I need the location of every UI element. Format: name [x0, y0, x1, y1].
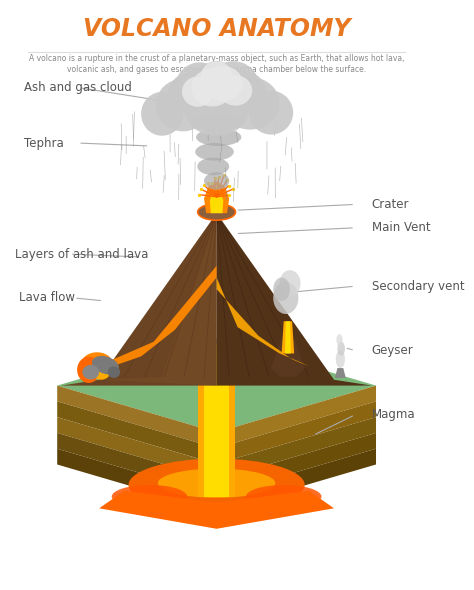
- Ellipse shape: [179, 64, 255, 129]
- Text: Magma: Magma: [372, 408, 415, 421]
- Polygon shape: [198, 345, 236, 497]
- Polygon shape: [57, 433, 217, 496]
- Text: Crater: Crater: [372, 198, 410, 211]
- Text: Main Vent: Main Vent: [372, 221, 430, 234]
- Ellipse shape: [185, 86, 248, 136]
- Polygon shape: [217, 277, 309, 366]
- Polygon shape: [285, 322, 291, 353]
- Polygon shape: [57, 386, 217, 448]
- Polygon shape: [57, 449, 217, 512]
- Polygon shape: [217, 401, 376, 464]
- Polygon shape: [210, 185, 223, 213]
- Polygon shape: [57, 417, 217, 480]
- Polygon shape: [99, 491, 334, 529]
- Ellipse shape: [82, 352, 113, 376]
- Ellipse shape: [246, 485, 321, 509]
- Ellipse shape: [112, 485, 187, 509]
- Ellipse shape: [204, 172, 229, 190]
- Ellipse shape: [92, 356, 119, 375]
- Ellipse shape: [337, 334, 343, 346]
- Ellipse shape: [208, 61, 258, 108]
- Ellipse shape: [158, 468, 275, 498]
- Text: Layers of ash and lava: Layers of ash and lava: [15, 248, 149, 261]
- Polygon shape: [57, 339, 376, 432]
- Text: Secondary vent: Secondary vent: [372, 280, 465, 293]
- Ellipse shape: [337, 342, 345, 356]
- Ellipse shape: [273, 277, 290, 301]
- Polygon shape: [282, 322, 294, 353]
- Ellipse shape: [77, 357, 100, 383]
- Ellipse shape: [156, 78, 210, 132]
- Polygon shape: [271, 322, 305, 377]
- Ellipse shape: [191, 114, 243, 132]
- Ellipse shape: [221, 77, 280, 130]
- Ellipse shape: [128, 458, 305, 512]
- Text: A volcano is a rupture in the crust of a planetary-mass object, such as Earth, t: A volcano is a rupture in the crust of a…: [29, 54, 404, 74]
- Ellipse shape: [82, 365, 99, 379]
- Polygon shape: [99, 213, 217, 386]
- Polygon shape: [217, 449, 376, 512]
- Ellipse shape: [336, 350, 345, 368]
- Ellipse shape: [222, 71, 266, 113]
- Ellipse shape: [203, 66, 243, 101]
- Ellipse shape: [249, 91, 293, 135]
- Polygon shape: [204, 181, 229, 213]
- Polygon shape: [335, 368, 346, 378]
- Text: Tephra: Tephra: [24, 136, 64, 149]
- Polygon shape: [57, 401, 217, 464]
- Ellipse shape: [195, 143, 234, 160]
- Text: Lava flow: Lava flow: [19, 291, 75, 304]
- Ellipse shape: [280, 270, 301, 296]
- Polygon shape: [204, 345, 229, 497]
- Ellipse shape: [198, 61, 236, 99]
- Ellipse shape: [108, 366, 120, 378]
- Polygon shape: [217, 213, 372, 386]
- Polygon shape: [217, 433, 376, 496]
- Ellipse shape: [168, 73, 210, 114]
- Text: VOLCANO ANATOMY: VOLCANO ANATOMY: [83, 17, 350, 41]
- Text: Geyser: Geyser: [372, 344, 414, 357]
- Ellipse shape: [141, 92, 183, 136]
- Polygon shape: [217, 417, 376, 480]
- Ellipse shape: [197, 158, 229, 175]
- Ellipse shape: [201, 61, 232, 90]
- Ellipse shape: [182, 77, 213, 107]
- Ellipse shape: [176, 63, 224, 109]
- Ellipse shape: [219, 76, 252, 106]
- Ellipse shape: [196, 129, 241, 146]
- Text: Ash and gas cloud: Ash and gas cloud: [24, 81, 131, 94]
- Polygon shape: [217, 386, 376, 448]
- Ellipse shape: [198, 204, 236, 220]
- Polygon shape: [91, 266, 217, 371]
- Polygon shape: [62, 213, 217, 386]
- Ellipse shape: [191, 68, 233, 107]
- Ellipse shape: [92, 362, 111, 380]
- Ellipse shape: [273, 282, 299, 314]
